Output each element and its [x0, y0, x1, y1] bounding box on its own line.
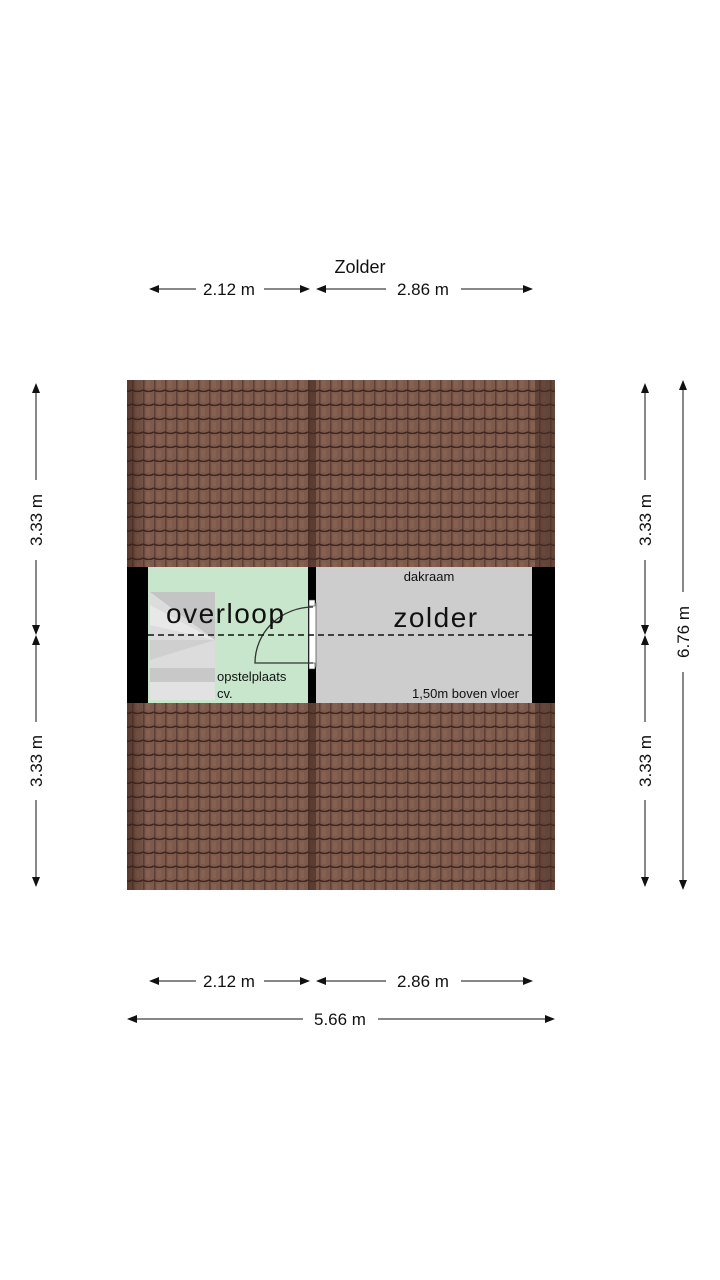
plan-title: Zolder	[334, 257, 385, 277]
wall-left	[127, 567, 148, 703]
dim-left-upper: 3.33 m	[27, 383, 46, 635]
dim-bottom-total: 5.66 m	[127, 1010, 555, 1029]
dim-top-left: 2.12 m	[149, 280, 310, 299]
svg-text:2.12 m: 2.12 m	[203, 280, 255, 299]
roof-bottom	[127, 703, 555, 890]
dim-right-lower: 3.33 m	[636, 635, 655, 887]
dim-bottom-left: 2.12 m	[149, 972, 310, 991]
dim-top-right: 2.86 m	[316, 280, 533, 299]
label-dakraam: dakraam	[404, 569, 455, 584]
svg-text:3.33 m: 3.33 m	[27, 735, 46, 787]
dim-right-upper: 3.33 m	[636, 383, 655, 635]
wall-right	[532, 567, 555, 703]
label-zolder: zolder	[393, 602, 478, 633]
label-cv: cv.	[217, 686, 233, 701]
svg-text:2.12 m: 2.12 m	[203, 972, 255, 991]
dim-right-total: 6.76 m	[674, 380, 693, 890]
label-opstelplaats: opstelplaats	[217, 669, 287, 684]
svg-text:2.86 m: 2.86 m	[397, 972, 449, 991]
staircase	[150, 592, 215, 700]
label-overloop: overloop	[166, 598, 285, 629]
label-boven-vloer: 1,50m boven vloer	[412, 686, 520, 701]
dim-left-lower: 3.33 m	[27, 635, 46, 887]
svg-text:3.33 m: 3.33 m	[636, 494, 655, 546]
roof-top	[127, 380, 555, 567]
svg-text:5.66 m: 5.66 m	[314, 1010, 366, 1029]
svg-text:2.86 m: 2.86 m	[397, 280, 449, 299]
svg-text:3.33 m: 3.33 m	[27, 494, 46, 546]
svg-text:3.33 m: 3.33 m	[636, 735, 655, 787]
svg-text:6.76 m: 6.76 m	[674, 606, 693, 658]
dim-bottom-right: 2.86 m	[316, 972, 533, 991]
